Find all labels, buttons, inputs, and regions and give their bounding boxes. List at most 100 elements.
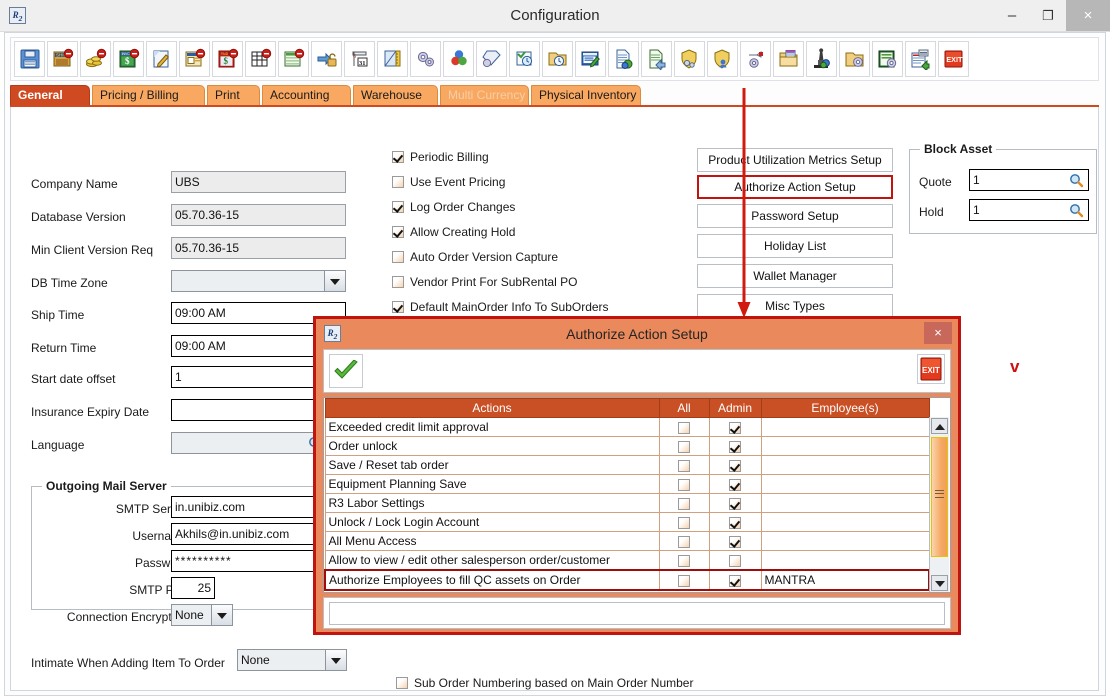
checkbox-box[interactable] — [678, 440, 690, 453]
dialog-close-button[interactable]: × — [924, 322, 952, 344]
money-icon[interactable] — [80, 41, 111, 77]
cell-employees[interactable] — [760, 550, 930, 571]
tab-warehouse[interactable]: Warehouse — [353, 85, 438, 106]
checkbox-box[interactable] — [729, 554, 741, 567]
gears-icon[interactable] — [410, 41, 441, 77]
checkbox-box[interactable] — [729, 497, 741, 510]
checkbox-sub-order-numbering[interactable]: Sub Order Numbering based on Main Order … — [396, 674, 693, 692]
ok-check-icon[interactable] — [329, 354, 363, 388]
company-name-field[interactable]: UBS — [171, 171, 346, 193]
table-row[interactable]: R3 Labor Settings — [324, 493, 930, 513]
doc-shield-icon[interactable] — [608, 41, 639, 77]
cell-employees[interactable] — [760, 512, 930, 532]
cell-admin[interactable] — [708, 512, 762, 532]
cell-employees[interactable] — [760, 474, 930, 494]
password-setup-button[interactable]: Password Setup — [697, 204, 893, 228]
award-icon[interactable] — [806, 41, 837, 77]
min-client-version-field[interactable]: 05.70.36-15 — [171, 237, 346, 259]
database-version-field[interactable]: 05.70.36-15 — [171, 204, 346, 226]
password-field[interactable]: ********** — [171, 550, 346, 572]
checkbox-box[interactable] — [678, 535, 690, 548]
checkbox-box[interactable] — [729, 421, 741, 434]
hold-field[interactable]: 1 — [969, 199, 1089, 221]
list-icon[interactable] — [278, 41, 309, 77]
shipping-icon[interactable]: SHIP — [47, 41, 78, 77]
grid-vertical-scrollbar[interactable] — [929, 417, 949, 592]
form-icon[interactable] — [179, 41, 210, 77]
checkbox-log-order-changes[interactable]: Log Order Changes — [392, 198, 515, 216]
table-row[interactable]: Save / Reset tab order — [324, 455, 930, 475]
tab-accounting[interactable]: Accounting — [262, 85, 351, 106]
clock-check-icon[interactable] — [509, 41, 540, 77]
scrollbar-thumb[interactable] — [931, 437, 948, 557]
invoice-icon[interactable]: INVC $ — [113, 41, 144, 77]
cell-all[interactable] — [658, 474, 710, 494]
scroll-down-arrow-icon[interactable] — [931, 575, 948, 591]
maximize-button[interactable]: ❐ — [1042, 8, 1054, 23]
tab-pricing-billing[interactable]: Pricing / Billing — [92, 85, 205, 106]
checkbox-box[interactable] — [678, 421, 690, 434]
authorize-action-setup-button[interactable]: Authorize Action Setup — [697, 175, 893, 199]
search-icon[interactable] — [1069, 203, 1084, 218]
table-row[interactable]: Exceeded credit limit approval — [324, 417, 930, 437]
folder-gear-icon[interactable] — [839, 41, 870, 77]
column-employees[interactable]: Employee(s) — [760, 398, 930, 418]
dialog-exit-button[interactable]: EXIT — [917, 354, 945, 384]
close-button[interactable]: × — [1066, 0, 1110, 31]
table-row[interactable]: Allow to view / edit other salesperson o… — [324, 550, 930, 571]
checkbox-box[interactable] — [678, 516, 690, 529]
smtp-server-field[interactable]: in.unibiz.com — [171, 496, 346, 518]
chevron-down-icon[interactable] — [324, 271, 345, 291]
column-all[interactable]: All — [658, 398, 710, 418]
cell-all[interactable] — [658, 436, 710, 456]
dialog-footer-field[interactable] — [329, 602, 945, 625]
tab-general[interactable]: General — [10, 85, 90, 106]
report-gear-icon[interactable] — [872, 41, 903, 77]
checkbox-box[interactable] — [678, 554, 690, 567]
chevron-down-icon[interactable] — [325, 650, 346, 670]
table-row-selected[interactable]: Authorize Employees to fill QC assets on… — [324, 569, 930, 591]
holiday-list-button[interactable]: Holiday List — [697, 234, 893, 258]
table-row[interactable]: Order unlock — [324, 436, 930, 456]
window-edit-icon[interactable] — [575, 41, 606, 77]
checkbox-box[interactable] — [392, 201, 404, 213]
checkbox-auto-order-version-capture[interactable]: Auto Order Version Capture — [392, 248, 558, 266]
tab-physical-inventory[interactable]: Physical Inventory — [531, 85, 641, 106]
cell-admin[interactable] — [708, 474, 762, 494]
cell-all[interactable] — [658, 417, 710, 437]
cell-all[interactable] — [658, 550, 710, 571]
checkbox-box[interactable] — [392, 226, 404, 238]
cell-admin[interactable] — [708, 531, 762, 551]
checkbox-box[interactable] — [729, 440, 741, 453]
edit-note-icon[interactable] — [146, 41, 177, 77]
minimize-button[interactable]: – — [1007, 7, 1017, 24]
search-icon[interactable] — [1069, 173, 1084, 188]
cell-admin[interactable] — [708, 417, 762, 437]
checkbox-box[interactable] — [392, 176, 404, 188]
ruler-icon[interactable] — [377, 41, 408, 77]
colors-icon[interactable] — [443, 41, 474, 77]
connection-encryption-combo[interactable]: None — [171, 604, 233, 626]
checkbox-box[interactable] — [729, 535, 741, 548]
checkbox-box[interactable] — [729, 459, 741, 472]
shield-tools-icon[interactable] — [674, 41, 705, 77]
doc-sync-icon[interactable] — [905, 41, 936, 77]
cell-all[interactable] — [658, 455, 710, 475]
shield-user-icon[interactable] — [707, 41, 738, 77]
checkbox-box[interactable] — [678, 459, 690, 472]
db-time-zone-combo[interactable] — [171, 270, 346, 292]
grid-icon[interactable] — [245, 41, 276, 77]
cell-employees[interactable] — [760, 531, 930, 551]
cell-all[interactable] — [658, 493, 710, 513]
calendar-icon[interactable]: 6 31 — [344, 41, 375, 77]
tab-print[interactable]: Print — [207, 85, 260, 106]
checkbox-box[interactable] — [729, 478, 741, 491]
cell-employees[interactable]: MANTRA — [760, 569, 930, 591]
checkbox-box[interactable] — [729, 516, 741, 529]
cell-employees[interactable] — [760, 436, 930, 456]
quote-field[interactable]: 1 — [969, 169, 1089, 191]
checkbox-box[interactable] — [678, 478, 690, 491]
return-time-field[interactable]: 09:00 AM — [171, 335, 346, 357]
cell-admin[interactable] — [708, 569, 762, 591]
scroll-up-arrow-icon[interactable] — [931, 418, 948, 434]
